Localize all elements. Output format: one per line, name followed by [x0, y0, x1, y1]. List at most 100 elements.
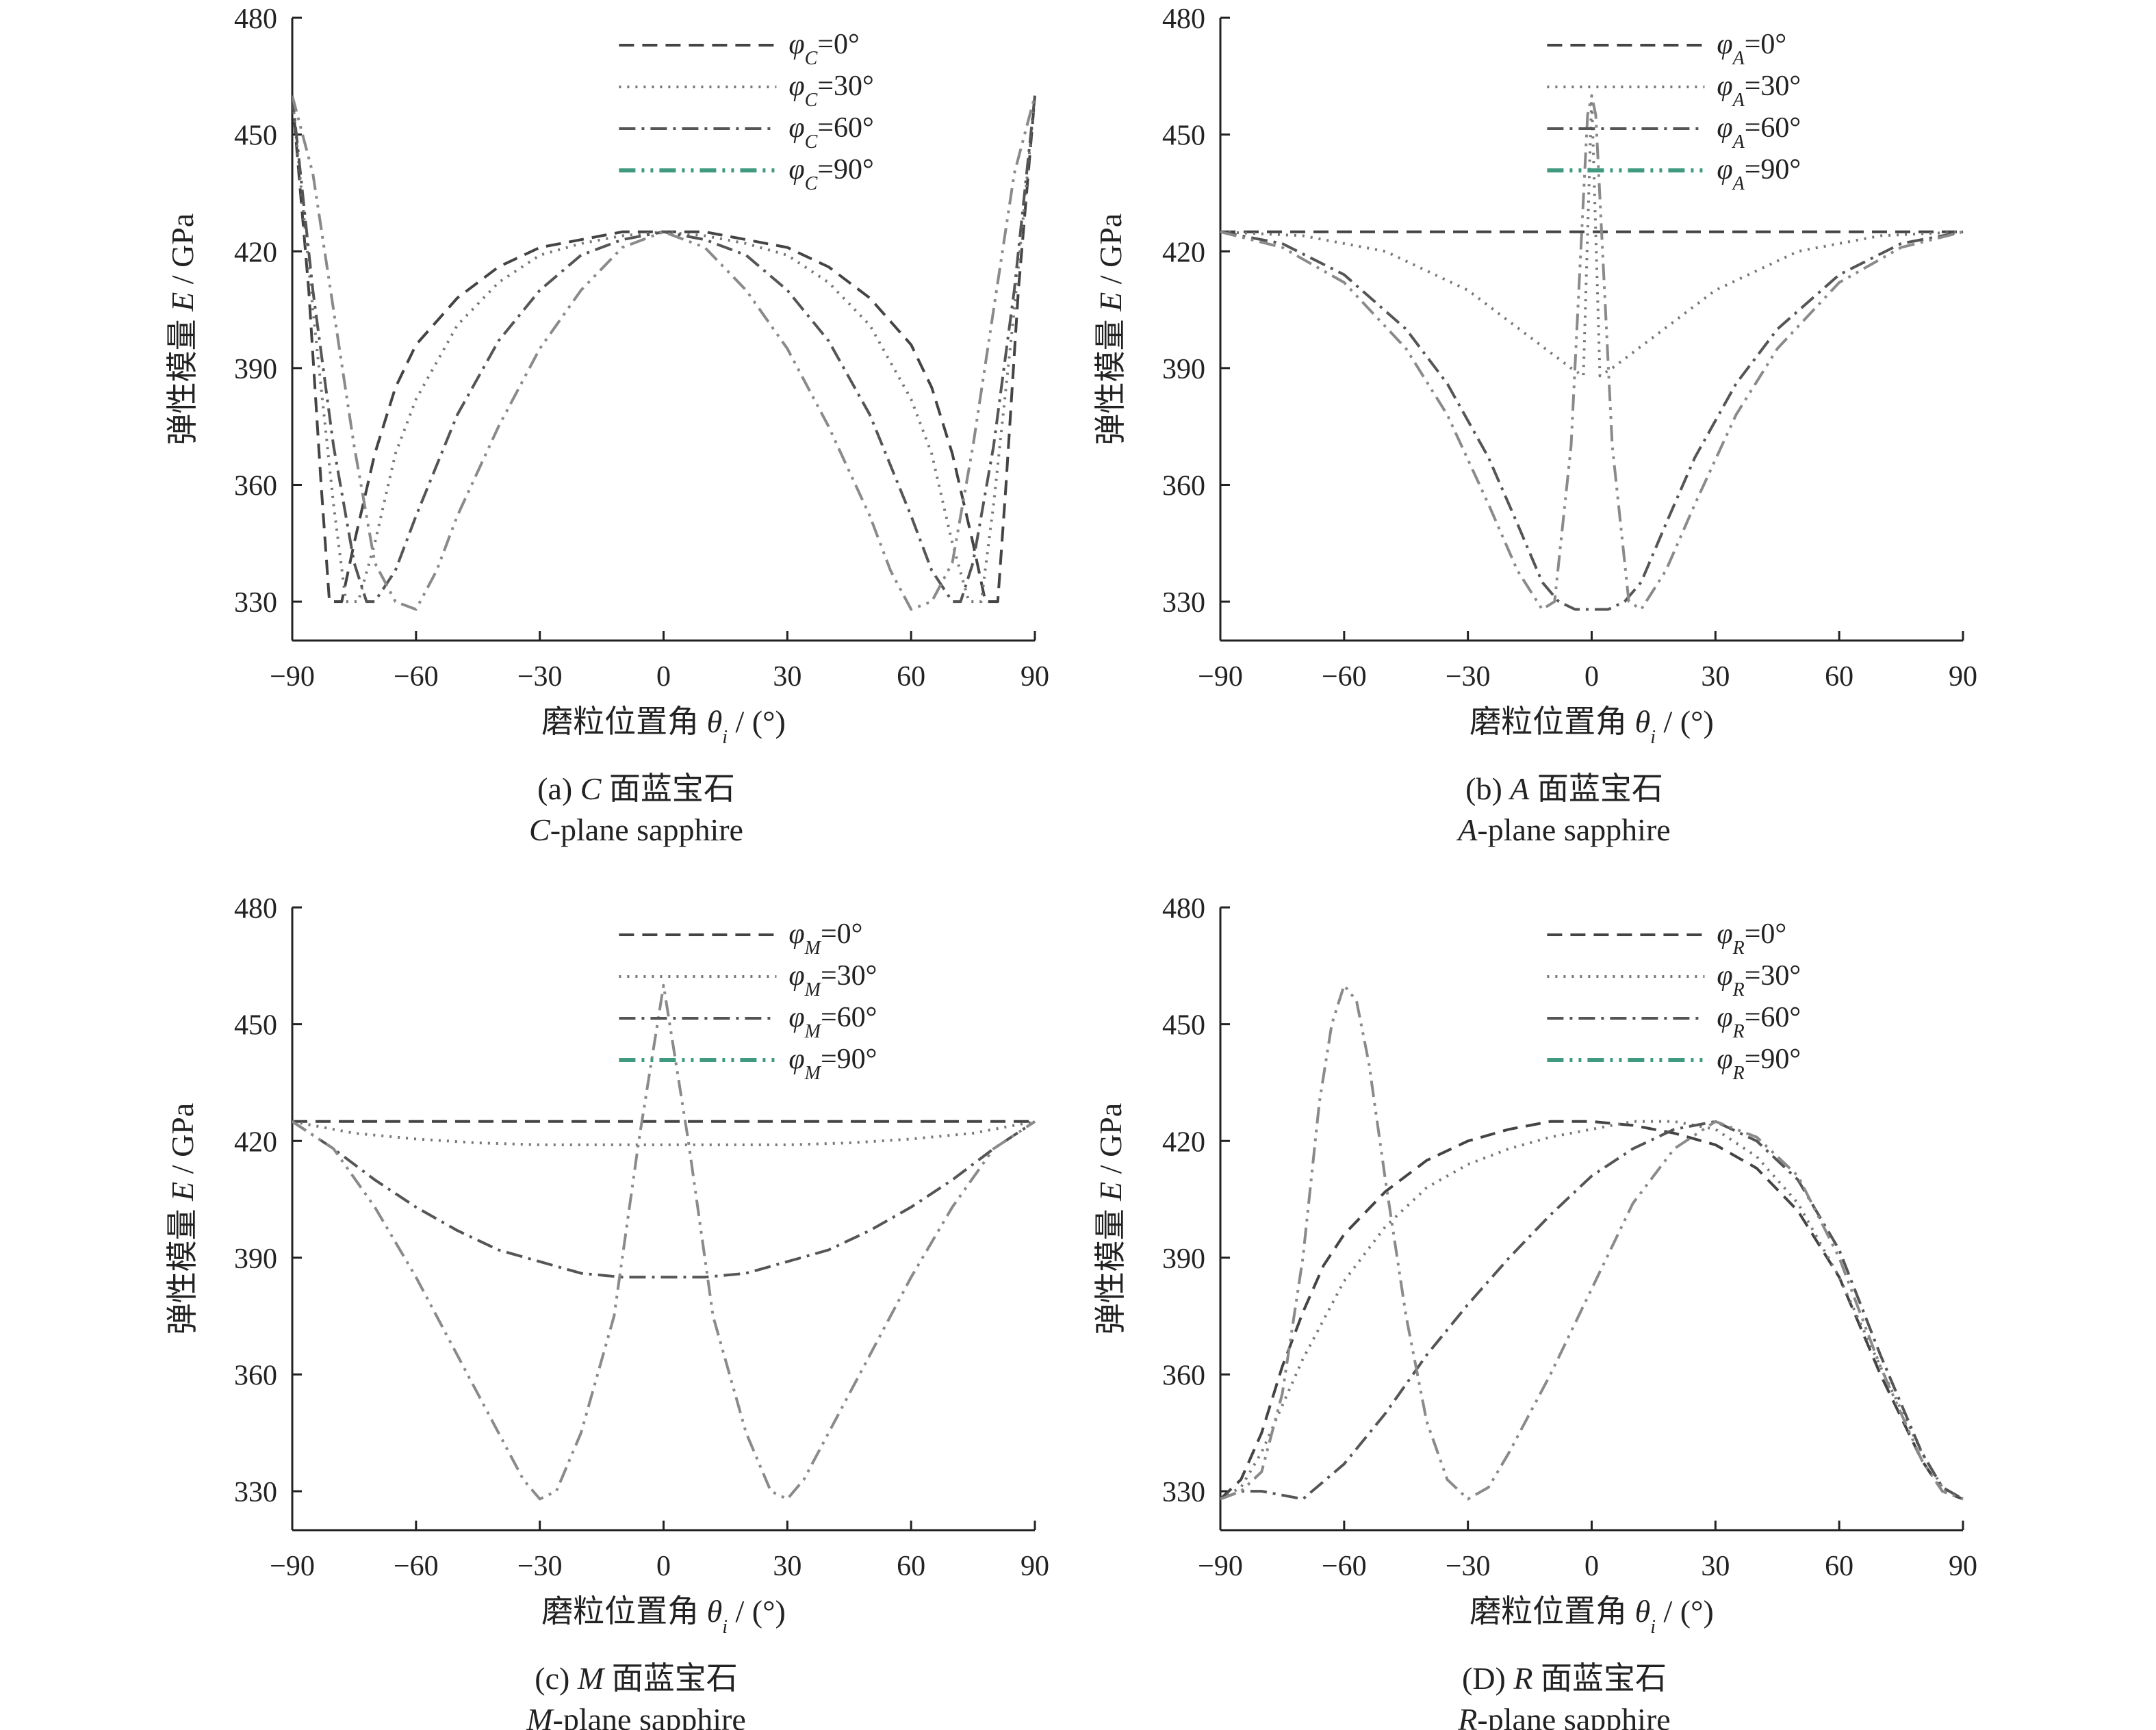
series-line-phi0 — [1220, 1120, 1964, 1501]
series-line-phi60 — [1220, 1120, 1964, 1501]
y-axis-label: 弹性模量 E / GPa — [1093, 214, 1128, 446]
y-axis-label: 弹性模量 E / GPa — [1093, 1103, 1128, 1335]
y-axis-label: 弹性模量 E / GPa — [165, 1103, 200, 1335]
legend-label: φR=90° — [1717, 1044, 1801, 1084]
y-tick-label: 390 — [234, 354, 277, 385]
x-tick-label: 30 — [773, 1551, 801, 1582]
y-tick-label: 450 — [234, 120, 277, 152]
y-tick-label: 330 — [234, 587, 277, 619]
y-tick-label: 330 — [1162, 1477, 1205, 1508]
legend-label: φA=0° — [1717, 29, 1786, 69]
x-tick-label: 90 — [1021, 1551, 1049, 1582]
x-tick-label: −30 — [517, 661, 563, 693]
y-axis-label: 弹性模量 E / GPa — [165, 214, 200, 446]
x-tick-label: −30 — [1446, 661, 1491, 693]
y-tick-label: 450 — [1162, 120, 1205, 152]
x-tick-label: 0 — [656, 1551, 671, 1582]
legend-label: φM=0° — [788, 918, 862, 959]
x-tick-label: 30 — [773, 661, 801, 693]
x-tick-label: 0 — [656, 661, 671, 693]
panel-caption-cn: (c) M 面蓝宝石 — [535, 1661, 737, 1696]
y-tick-label: 420 — [1162, 1126, 1205, 1158]
y-tick-label: 390 — [1162, 1243, 1205, 1275]
y-tick-label: 480 — [234, 893, 277, 925]
y-tick-label: 390 — [1162, 354, 1205, 385]
y-tick-label: 480 — [1162, 893, 1205, 925]
series-line-phi30 — [292, 1120, 1036, 1146]
x-tick-label: 90 — [1949, 1551, 1977, 1582]
legend-label: φC=90° — [788, 154, 873, 194]
y-tick-label: 450 — [1162, 1010, 1205, 1042]
y-tick-label: 420 — [1162, 237, 1205, 268]
x-tick-label: 60 — [1825, 1551, 1853, 1582]
chart-panel-c: −90 −60 −30 0 30 60 90 330 360 390 420 450 480 磨粒位置角 … — [165, 3, 1049, 847]
x-axis-label: 磨粒位置角 θi / (°) — [541, 1594, 786, 1638]
series-line-phi90 — [1220, 983, 1964, 1501]
series-line-phi30 — [1220, 94, 1964, 378]
legend-label: φM=60° — [788, 1002, 877, 1042]
x-tick-label: −30 — [1446, 1551, 1491, 1582]
y-tick-label: 420 — [234, 1126, 277, 1158]
x-tick-label: 90 — [1949, 661, 1977, 693]
y-tick-label: 390 — [234, 1243, 277, 1275]
legend-label: φR=60° — [1717, 1002, 1801, 1042]
panel-caption-en: C-plane sapphire — [529, 812, 743, 847]
legend-label: φC=30° — [788, 70, 873, 111]
y-tick-label: 450 — [234, 1010, 277, 1042]
x-tick-label: −30 — [517, 1551, 563, 1582]
series-line-phi90 — [1220, 94, 1964, 611]
y-tick-label: 420 — [234, 237, 277, 268]
x-tick-label: −90 — [270, 661, 315, 693]
y-tick-label: 360 — [1162, 471, 1205, 502]
x-tick-label: 30 — [1701, 1551, 1730, 1582]
y-tick-label: 360 — [234, 471, 277, 502]
panel-caption-cn: (D) R 面蓝宝石 — [1462, 1661, 1667, 1696]
series-line-phi60 — [1220, 230, 1964, 611]
panel-caption-en: A-plane sapphire — [1456, 812, 1670, 847]
legend-label: φM=30° — [788, 960, 877, 1000]
legend-label: φR=0° — [1717, 918, 1786, 959]
y-tick-label: 330 — [234, 1477, 277, 1508]
x-tick-label: −90 — [270, 1551, 315, 1582]
panel-caption-en: M-plane sapphire — [526, 1702, 746, 1730]
legend-label: φM=90° — [788, 1044, 877, 1084]
legend-label: φR=30° — [1717, 960, 1801, 1000]
x-tick-label: −60 — [394, 661, 439, 693]
x-tick-label: 0 — [1584, 1551, 1599, 1582]
legend-label: φC=60° — [788, 112, 873, 153]
y-tick-label: 480 — [234, 3, 277, 35]
x-tick-label: −60 — [1322, 661, 1367, 693]
x-axis-label: 磨粒位置角 θi / (°) — [1470, 1594, 1714, 1638]
panel-caption-cn: (a) C 面蓝宝石 — [537, 771, 735, 806]
legend-label: φC=0° — [788, 29, 859, 69]
x-tick-label: −90 — [1198, 1551, 1243, 1582]
x-tick-label: −60 — [394, 1551, 439, 1582]
x-axis-label: 磨粒位置角 θi / (°) — [541, 704, 786, 748]
y-tick-label: 480 — [1162, 3, 1205, 35]
x-tick-label: 60 — [897, 661, 925, 693]
x-tick-label: 0 — [1584, 661, 1599, 693]
chart-panel-a: −90 −60 −30 0 30 60 90 330 360 390 420 450 480 磨粒位置角 … — [1093, 3, 1977, 847]
x-tick-label: 90 — [1021, 661, 1049, 693]
panel-caption-en: R-plane sapphire — [1457, 1702, 1670, 1730]
x-tick-label: 30 — [1701, 661, 1730, 693]
x-tick-label: 60 — [897, 1551, 925, 1582]
x-tick-label: 60 — [1825, 661, 1853, 693]
y-tick-label: 360 — [234, 1360, 277, 1392]
y-tick-label: 330 — [1162, 587, 1205, 619]
chart-panel-r: −90 −60 −30 0 30 60 90 330 360 390 420 450 480 磨粒位置角 … — [1093, 893, 1977, 1730]
series-line-phi90 — [292, 95, 1036, 611]
series-line-phi30 — [1220, 1120, 1964, 1501]
x-tick-label: −90 — [1198, 661, 1243, 693]
x-tick-label: −60 — [1322, 1551, 1367, 1582]
series-line-phi60 — [292, 95, 1036, 604]
series-line-phi60 — [292, 1120, 1036, 1279]
chart-panel-m: −90 −60 −30 0 30 60 90 330 360 390 420 450 480 磨粒位置角 … — [165, 893, 1049, 1730]
legend-label: φA=30° — [1717, 70, 1801, 111]
y-tick-label: 360 — [1162, 1360, 1205, 1392]
legend-label: φA=90° — [1717, 154, 1801, 194]
x-axis-label: 磨粒位置角 θi / (°) — [1470, 704, 1714, 748]
series-line-phi90 — [292, 983, 1036, 1501]
panel-caption-cn: (b) A 面蓝宝石 — [1465, 771, 1663, 806]
